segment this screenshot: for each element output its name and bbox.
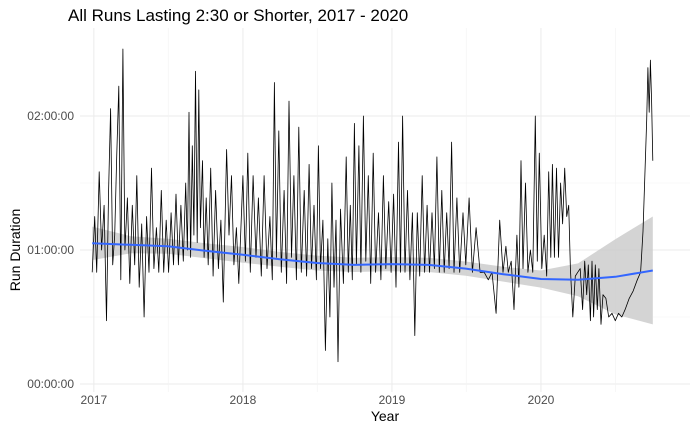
y-axis-title: Run Duration — [7, 209, 23, 292]
x-tick-label: 2020 — [528, 393, 555, 407]
run-duration-line — [91, 48, 654, 363]
y-tick-label: 01:00:00 — [27, 243, 74, 257]
x-tick-label: 2017 — [81, 393, 108, 407]
plot-background — [80, 28, 690, 392]
x-tick-label: 2018 — [230, 393, 257, 407]
y-axis-tick-labels: 00:00:00 01:00:00 02:00:00 — [27, 109, 74, 391]
trend-polyline — [92, 242, 653, 281]
trend-line — [92, 242, 653, 281]
run-duration-polyline — [91, 48, 654, 363]
y-tick-label: 00:00:00 — [27, 377, 74, 391]
x-axis-tick-labels: 2017 2018 2019 2020 — [81, 393, 555, 407]
confidence-band — [92, 216, 653, 325]
grid-lines — [80, 28, 690, 392]
y-tick-label: 02:00:00 — [27, 109, 74, 123]
chart-title: All Runs Lasting 2:30 or Shorter, 2017 -… — [68, 6, 409, 25]
x-tick-label: 2019 — [379, 393, 406, 407]
confidence-band-area — [92, 216, 653, 325]
x-axis-title: Year — [371, 408, 400, 424]
